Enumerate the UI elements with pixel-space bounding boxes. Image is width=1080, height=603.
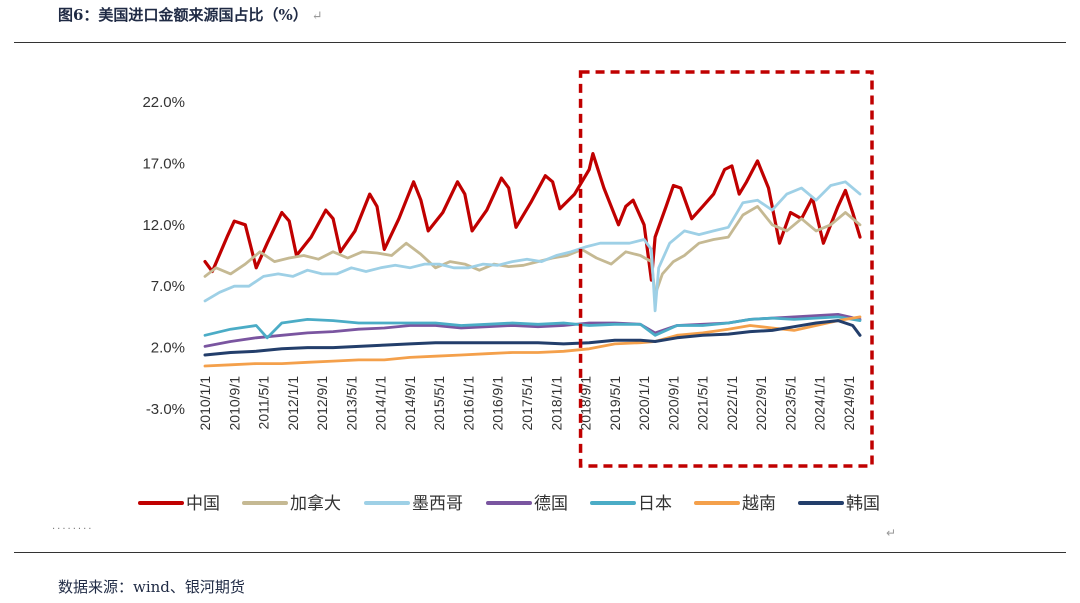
figure-title: 图6：美国进口金额来源国占比（%） ↵ — [58, 4, 323, 25]
return-mark: ↵ — [311, 9, 323, 24]
legend-label-韩国: 韩国 — [846, 494, 880, 514]
x-tick-label: 2020/9/1 — [665, 376, 681, 431]
x-tick-label: 2018/1/1 — [548, 376, 564, 431]
x-tick-label: 2019/5/1 — [607, 376, 623, 431]
x-tick-label: 2014/9/1 — [402, 376, 418, 431]
x-tick-label: 2015/5/1 — [431, 376, 447, 431]
x-tick-label: 2010/9/1 — [226, 376, 242, 431]
legend-label-德国: 德国 — [534, 494, 568, 514]
return-mark-2: ↵ — [886, 526, 897, 540]
x-tick-label: 2022/1/1 — [724, 376, 740, 431]
figure-title-text: 图6：美国进口金额来源国占比（%） — [58, 6, 308, 24]
dotted-leader: ········ — [52, 524, 94, 535]
series-line-韩国 — [203, 319, 862, 357]
legend-label-墨西哥: 墨西哥 — [412, 494, 463, 514]
x-tick-label: 2016/1/1 — [460, 376, 476, 431]
chart: 22.0% 17.0% 12.0% 7.0% 2.0% -3.0% 2010/1/1 2010… — [138, 70, 880, 514]
legend-label-中国: 中国 — [186, 494, 220, 514]
highlight-box — [578, 70, 874, 468]
series-line-越南 — [203, 315, 862, 368]
x-tick-label: 2024/1/1 — [812, 376, 828, 431]
series-line-墨西哥 — [203, 180, 862, 313]
y-tick-label: 22.0% — [142, 94, 185, 111]
bottom-rule — [14, 552, 1066, 553]
y-tick-label: 7.0% — [151, 278, 185, 295]
legend-label-越南: 越南 — [742, 494, 776, 514]
series-line-加拿大 — [203, 205, 862, 297]
x-tick-label: 2012/1/1 — [285, 376, 301, 431]
top-rule — [14, 42, 1066, 43]
x-tick-label: 2010/1/1 — [197, 376, 213, 431]
x-tick-label: 2023/5/1 — [782, 376, 798, 431]
legend-label-日本: 日本 — [638, 494, 672, 514]
x-tick-label: 2011/5/1 — [256, 376, 272, 430]
x-tick-label: 2021/5/1 — [695, 376, 711, 431]
series-line-日本 — [203, 315, 862, 340]
x-tick-label: 2013/5/1 — [343, 376, 359, 431]
x-tick-label: 2014/1/1 — [373, 376, 389, 431]
y-tick-label: 17.0% — [142, 155, 185, 172]
x-tick-label: 2016/9/1 — [490, 376, 506, 431]
series-line-中国 — [203, 152, 862, 282]
y-tick-label: 2.0% — [151, 340, 185, 357]
y-tick-label: -3.0% — [146, 401, 185, 418]
x-tick-label: 2022/9/1 — [753, 376, 769, 431]
legend-label-加拿大: 加拿大 — [290, 493, 341, 514]
x-tick-label: 2017/5/1 — [519, 376, 535, 431]
x-tick-label: 2020/1/1 — [636, 376, 652, 431]
data-source: 数据来源：wind、银河期货 — [58, 578, 245, 596]
x-tick-label: 2024/9/1 — [841, 376, 857, 431]
y-tick-label: 12.0% — [142, 217, 185, 234]
x-tick-label: 2012/9/1 — [314, 376, 330, 431]
